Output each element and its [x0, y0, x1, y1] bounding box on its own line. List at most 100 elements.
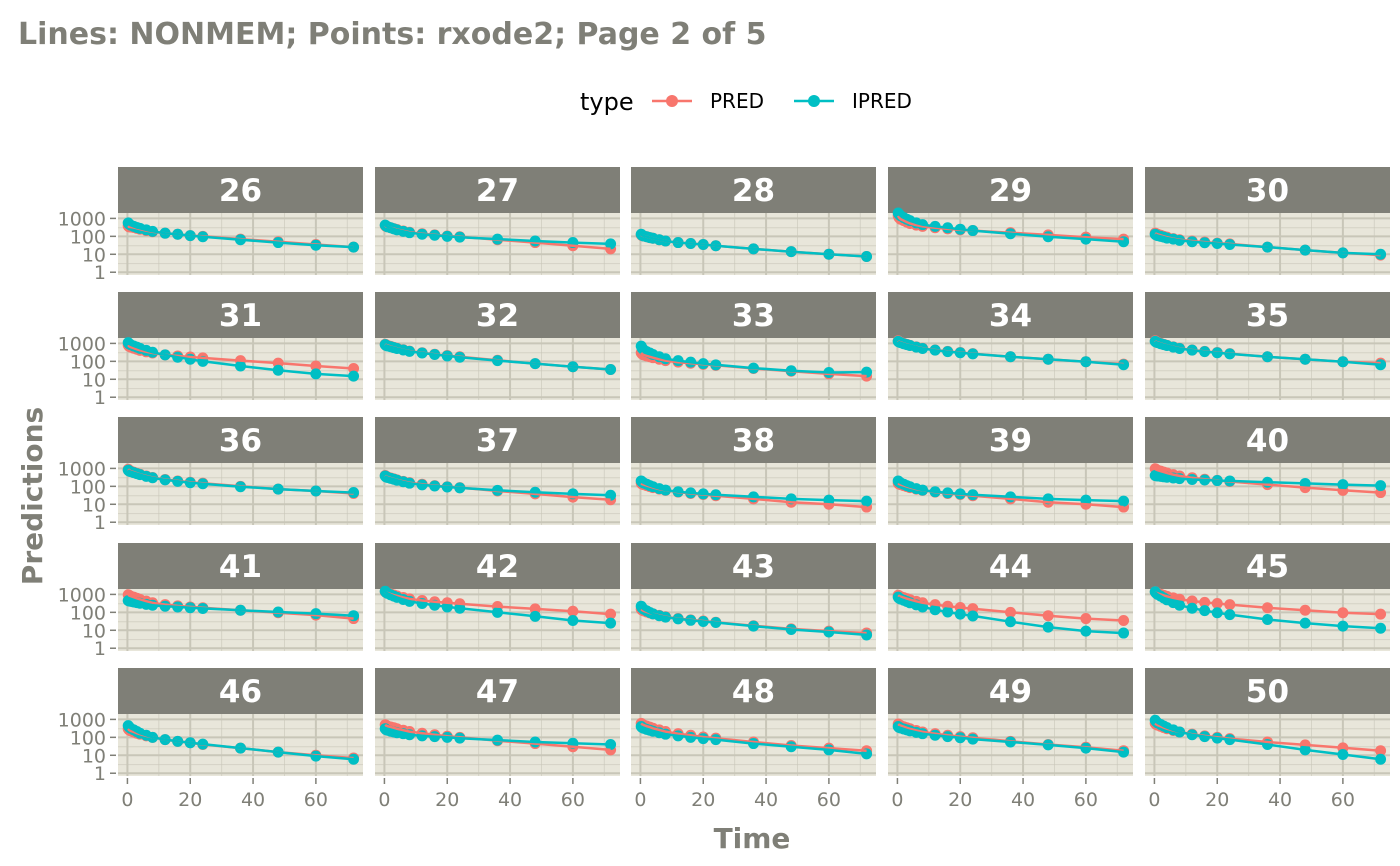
strip-bg — [375, 543, 620, 589]
strip-label: 32 — [476, 298, 519, 334]
strip-label: 29 — [989, 173, 1032, 209]
strip-label: 39 — [989, 423, 1032, 459]
facet-panel-42: 42 — [375, 543, 620, 651]
x-tick-label: 60 — [304, 789, 328, 811]
strip-bg — [118, 292, 363, 338]
ipred-line — [384, 590, 611, 625]
chart-title: Lines: NONMEM; Points: rxode2; Page 2 of… — [18, 17, 767, 52]
legend-label-ipred: IPRED — [852, 89, 912, 113]
ipred-line — [1154, 233, 1381, 256]
facet-panel-47: 47 0 20 40 60 — [375, 668, 620, 811]
strip-label: 35 — [1246, 298, 1289, 334]
y-axis-title: Predictions — [16, 407, 49, 585]
legend-pred-point — [666, 95, 678, 107]
ipred-line — [127, 469, 354, 494]
strip-bg — [888, 417, 1133, 463]
x-tick-label: 20 — [178, 789, 202, 811]
x-tick-label: 60 — [561, 789, 585, 811]
y-tick-label: 100 — [70, 351, 106, 373]
strip-bg — [631, 167, 876, 213]
ipred-line — [127, 341, 354, 378]
y-tick-label: 1 — [94, 512, 106, 534]
y-tick-label: 100 — [70, 476, 106, 498]
strip-bg — [118, 417, 363, 463]
facet-panel-29: 29 — [888, 167, 1133, 275]
x-tick-label: 20 — [435, 789, 459, 811]
ipred-line — [1154, 591, 1381, 630]
strip-label: 36 — [219, 423, 262, 459]
y-tick-label: 1 — [94, 763, 106, 785]
panel-bg — [118, 463, 363, 525]
strip-bg — [631, 292, 876, 338]
strip-label: 37 — [476, 423, 519, 459]
pred-line — [1154, 467, 1381, 494]
facet-panel-45: 45 — [1145, 543, 1390, 651]
strip-bg — [118, 543, 363, 589]
y-tick-label: 1000 — [58, 333, 106, 355]
strip-bg — [118, 167, 363, 213]
facet-panel-40: 40 — [1145, 417, 1390, 525]
ipred-line — [384, 343, 611, 371]
ipred-line — [384, 727, 611, 746]
y-tick-label: 1000 — [58, 584, 106, 606]
strip-label: 40 — [1246, 423, 1289, 459]
strip-label: 28 — [732, 173, 775, 209]
facet-panel-28: 28 — [631, 167, 876, 275]
ipred-line — [384, 475, 611, 497]
ipred-line — [897, 596, 1124, 635]
x-tick-label: 40 — [754, 789, 778, 811]
ipred-line — [127, 222, 354, 249]
x-tick-label: 40 — [241, 789, 265, 811]
strip-label: 30 — [1246, 173, 1289, 209]
y-tick-label: 100 — [70, 226, 106, 248]
strip-label: 43 — [732, 549, 775, 585]
facet-panel-35: 35 — [1145, 292, 1390, 400]
ipred-line — [640, 605, 867, 637]
strip-bg — [118, 668, 363, 714]
ipred-line — [127, 724, 354, 761]
facet-panel-34: 34 — [888, 292, 1133, 400]
ipred-line — [640, 480, 867, 503]
pred-line — [897, 215, 1124, 241]
strip-label: 34 — [989, 298, 1032, 334]
strip-bg — [631, 668, 876, 714]
strip-bg — [1145, 292, 1390, 338]
strip-bg — [631, 543, 876, 589]
strip-label: 50 — [1246, 674, 1289, 710]
x-tick-label: 0 — [378, 789, 390, 811]
strip-bg — [375, 417, 620, 463]
facet-panel-43: 43 — [631, 543, 876, 651]
strip-bg — [375, 167, 620, 213]
x-axis-title: Time — [714, 822, 791, 855]
facet-panel-39: 39 — [888, 417, 1133, 525]
strip-bg — [375, 668, 620, 714]
x-tick-label: 0 — [891, 789, 903, 811]
ipred-line — [640, 725, 867, 756]
strip-label: 33 — [732, 298, 775, 334]
strip-bg — [888, 668, 1133, 714]
facet-panel-32: 32 — [375, 292, 620, 400]
y-tick-label: 10 — [82, 244, 106, 266]
y-tick-label: 1000 — [58, 208, 106, 230]
facet-panel-48: 48 0 20 40 60 — [631, 668, 876, 811]
y-tick-label: 10 — [82, 369, 106, 391]
ipred-line — [1154, 340, 1381, 366]
ipred-line — [1154, 719, 1381, 761]
x-tick-label: 20 — [1205, 789, 1229, 811]
strip-bg — [1145, 543, 1390, 589]
x-tick-label: 60 — [817, 789, 841, 811]
facet-panel-50: 50 0 20 40 60 — [1145, 668, 1390, 811]
strip-label: 42 — [476, 549, 519, 585]
strip-label: 46 — [219, 674, 262, 710]
legend: type PRED IPRED — [580, 88, 912, 116]
ipred-line — [897, 480, 1124, 503]
x-tick-label: 60 — [1331, 789, 1355, 811]
y-tick-label: 10 — [82, 494, 106, 516]
ipred-line — [640, 233, 867, 258]
x-tick-label: 40 — [498, 789, 522, 811]
